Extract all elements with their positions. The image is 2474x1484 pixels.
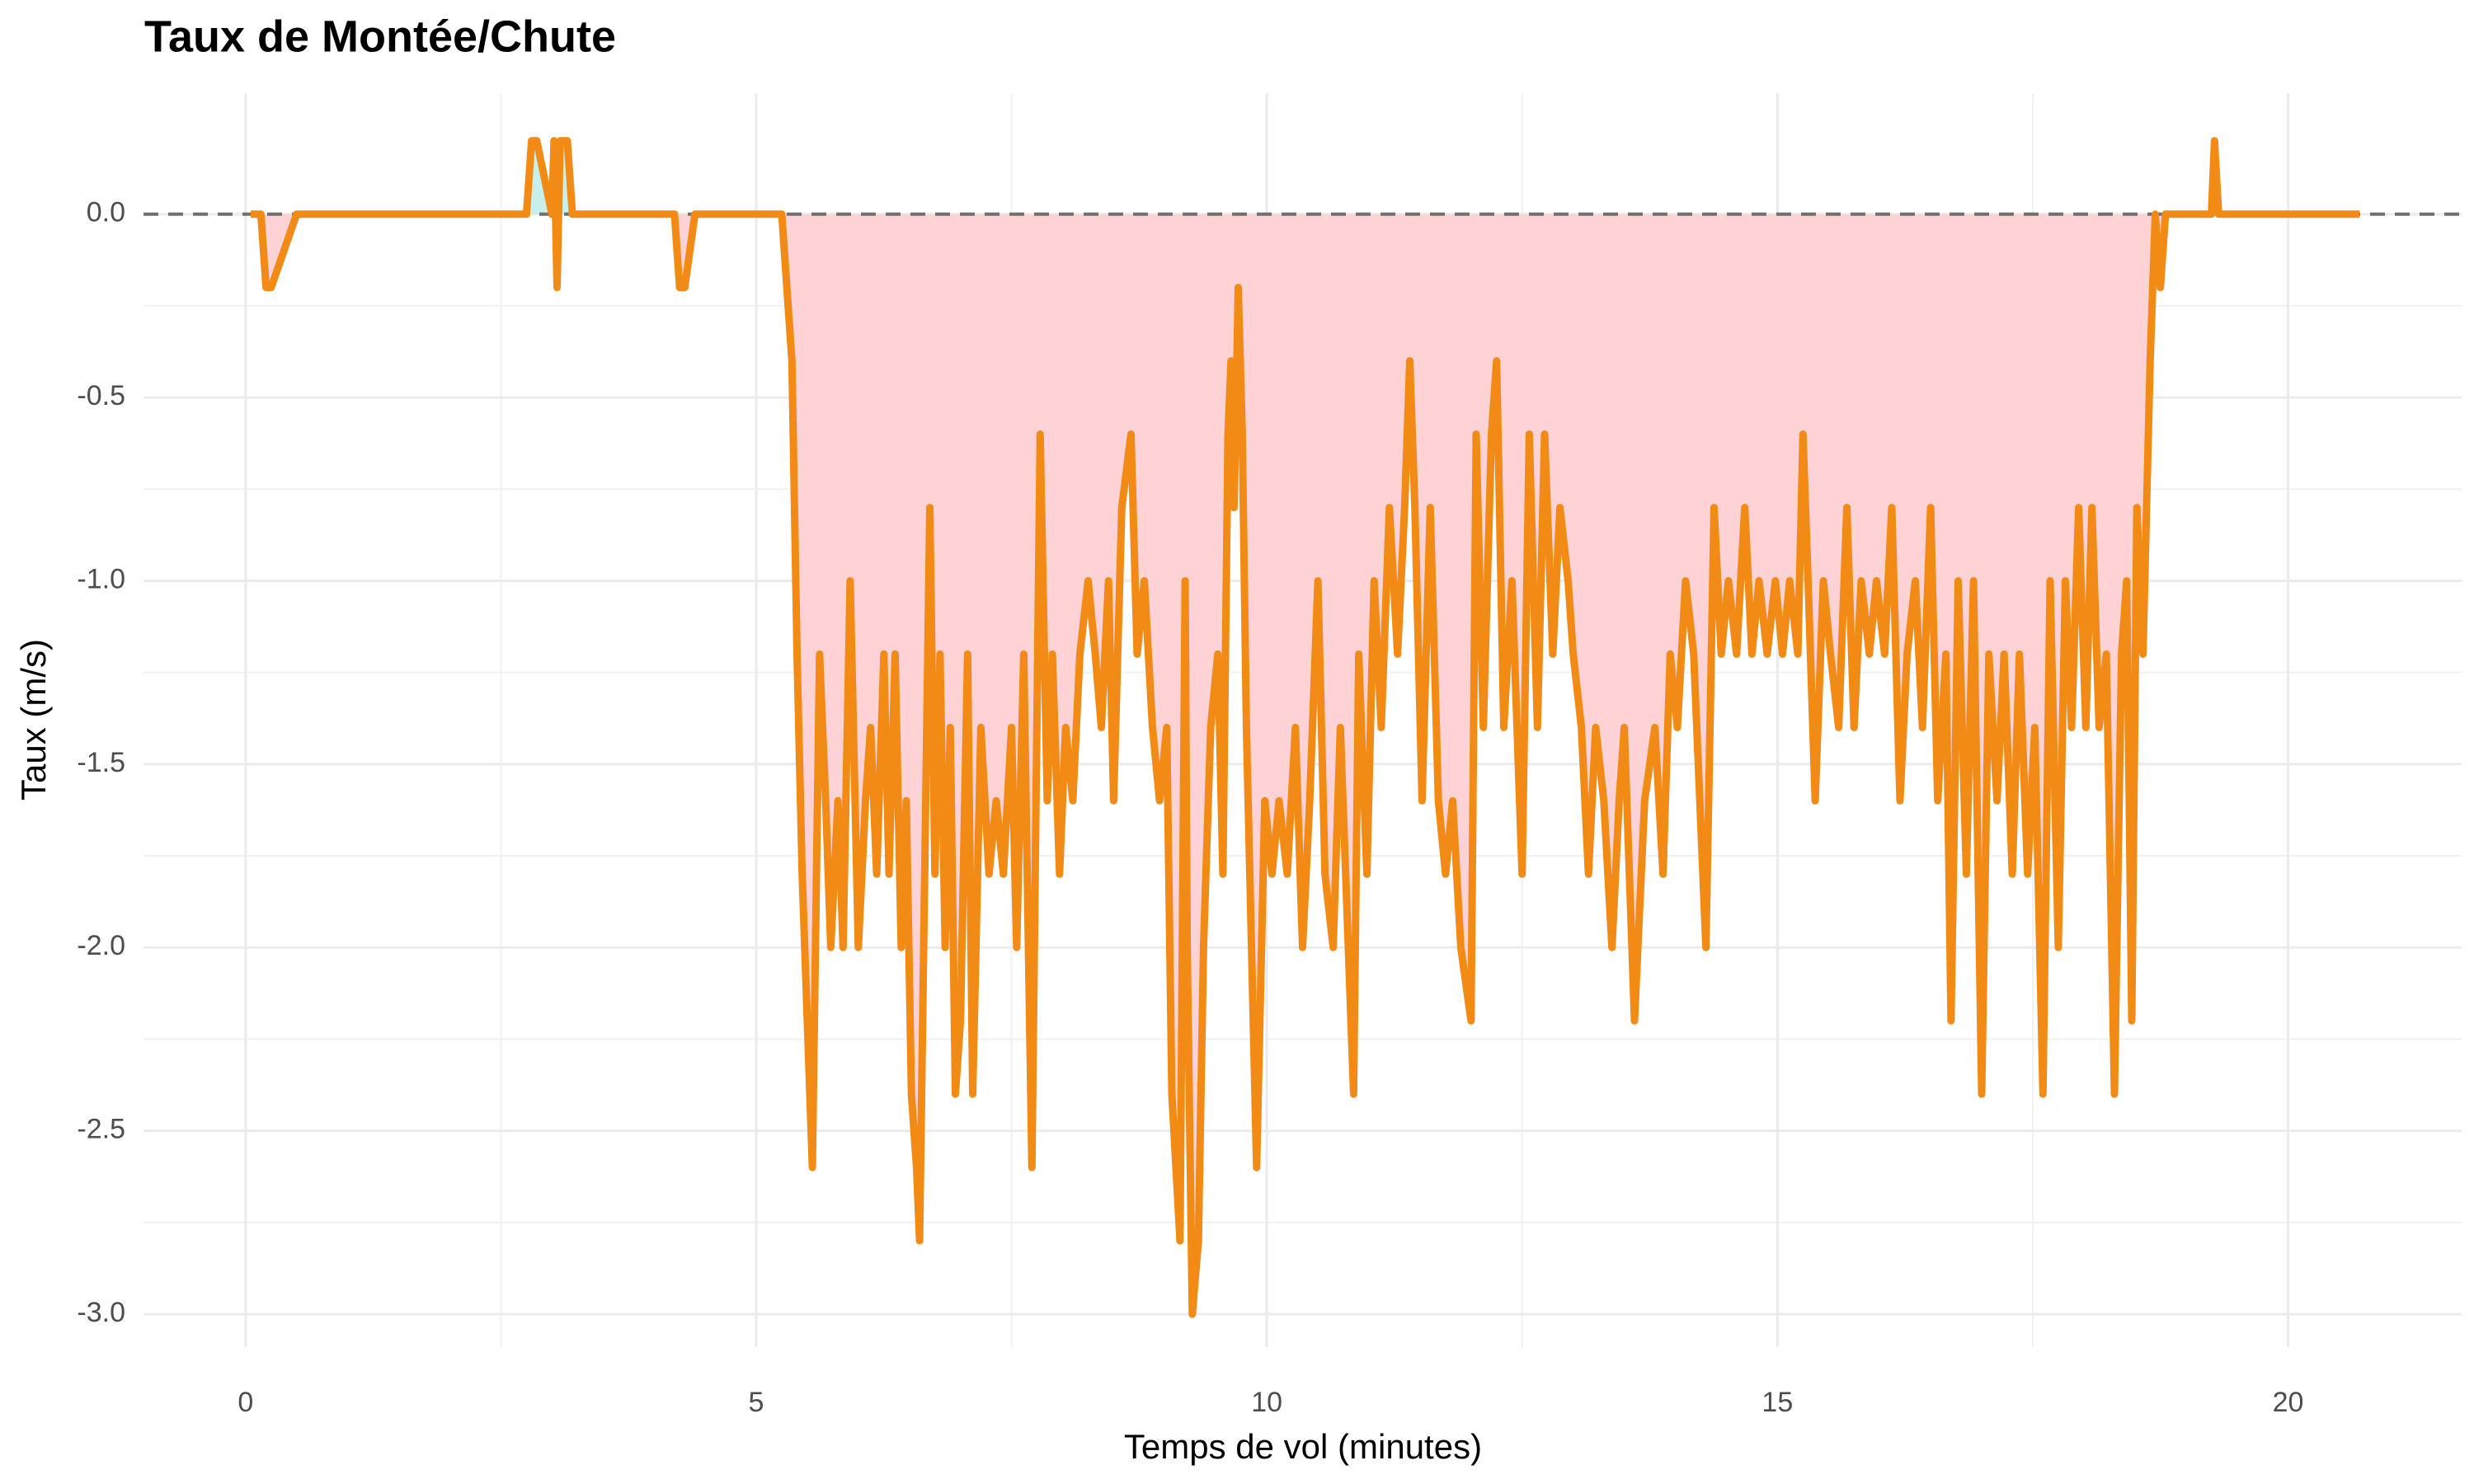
y-axis-label: Taux (m/s)	[14, 639, 53, 801]
x-tick-label: 0	[238, 1387, 253, 1418]
y-tick-label: 0.0	[87, 197, 125, 228]
marks	[143, 137, 2462, 1318]
y-tick-label: -0.5	[77, 380, 125, 411]
x-axis-label: Temps de vol (minutes)	[1124, 1427, 1482, 1466]
y-tick-label: -2.0	[77, 930, 125, 961]
x-tick-label: 15	[1761, 1387, 1793, 1418]
x-tick-label: 20	[2273, 1387, 2304, 1418]
area-negative	[251, 214, 2360, 1314]
axes: 0 5 10 15 20 -3.0 -2.5 -2.0 -1.5 -1.0 -0.5 0.0	[77, 197, 2303, 1418]
y-tick-label: -1.5	[77, 747, 125, 778]
x-tick-label: 10	[1251, 1387, 1282, 1418]
y-tick-label: -2.5	[77, 1114, 125, 1145]
y-tick-label: -3.0	[77, 1297, 125, 1328]
y-tick-label: -1.0	[77, 563, 125, 594]
data-line	[251, 137, 2360, 1318]
x-tick-label: 5	[749, 1387, 764, 1418]
chart-title: Taux de Montée/Chute	[144, 12, 616, 61]
